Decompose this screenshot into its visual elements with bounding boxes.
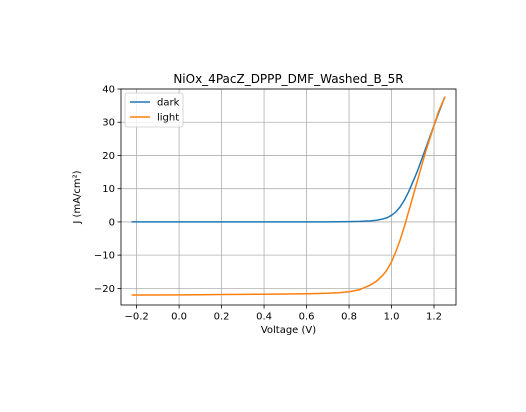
y-axis-label: J (mA/cm²) [72, 170, 83, 224]
plot-frame [120, 88, 457, 306]
x-tick-label: 1.0 [384, 312, 400, 323]
y-tick-label: 40 [102, 85, 115, 96]
x-tick-label: 0.2 [214, 312, 230, 323]
x-tick-label: 1.2 [426, 312, 442, 323]
chart-title: NiOx_4PacZ_DPPP_DMF_Washed_B_5R [173, 72, 403, 86]
x-axis-label: Voltage (V) [261, 325, 316, 336]
y-tick-label: 30 [102, 118, 115, 129]
legend-label-dark: dark [157, 98, 180, 109]
series-line-dark [131, 96, 446, 223]
y-tick-label: −20 [94, 284, 115, 295]
legend-label-light: light [157, 113, 179, 124]
series-line-light [131, 96, 446, 296]
y-tick-label: −10 [94, 251, 115, 262]
x-axis-ticks: −0.2 0.0 0.2 0.4 0.6 0.8 1.0 1.2 [124, 305, 442, 323]
x-tick-label: 0.4 [256, 312, 272, 323]
x-tick-label: 0.0 [171, 312, 187, 323]
legend: dark light [124, 92, 184, 128]
series-layer [131, 96, 446, 296]
y-tick-label: 10 [102, 184, 115, 195]
x-tick-label: 0.8 [341, 312, 357, 323]
x-tick-label: 0.6 [299, 312, 315, 323]
y-tick-label: 20 [102, 151, 115, 162]
y-tick-label: 0 [109, 217, 115, 228]
y-axis-ticks: −20 −10 0 10 20 30 40 [94, 85, 121, 295]
x-tick-label: −0.2 [124, 312, 148, 323]
